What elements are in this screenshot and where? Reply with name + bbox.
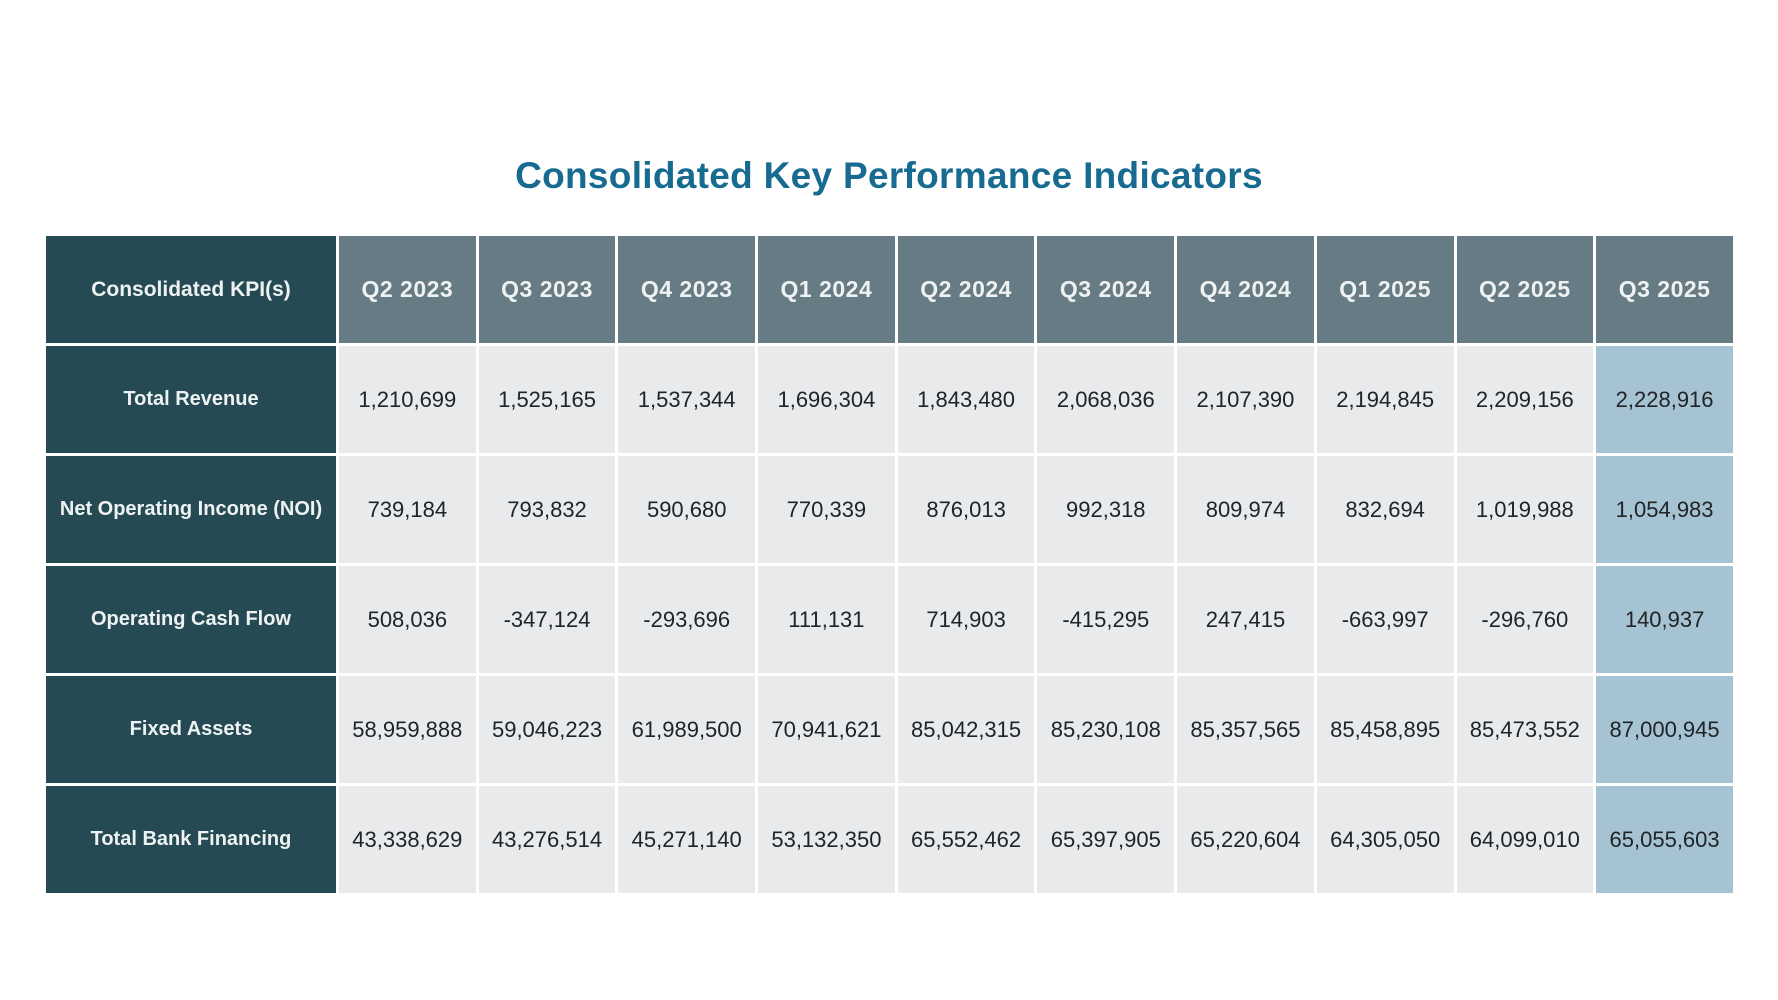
data-cell: -347,124 bbox=[478, 566, 616, 673]
data-cell: 2,228,916 bbox=[1596, 346, 1733, 453]
data-cell: 1,537,344 bbox=[618, 346, 756, 453]
data-cell: 739,184 bbox=[339, 456, 476, 563]
data-cell: 508,036 bbox=[339, 566, 476, 673]
data-cell: 1,843,480 bbox=[897, 346, 1035, 453]
data-cell: 65,397,905 bbox=[1037, 786, 1175, 893]
row-label: Fixed Assets bbox=[46, 676, 336, 783]
data-cell: 65,220,604 bbox=[1177, 786, 1314, 893]
table-row: Fixed Assets 58,959,888 59,046,223 61,989,5… bbox=[46, 676, 1733, 783]
data-cell: 1,696,304 bbox=[758, 346, 895, 453]
table-row: Total Bank Financing 43,338,629 43,276,514… bbox=[46, 786, 1733, 893]
data-cell: 809,974 bbox=[1177, 456, 1314, 563]
data-cell: 85,230,108 bbox=[1037, 676, 1175, 783]
column-header-q4-2023: Q4 2023 bbox=[618, 236, 756, 343]
data-cell: 43,338,629 bbox=[339, 786, 476, 893]
data-cell: 43,276,514 bbox=[478, 786, 616, 893]
data-cell: 87,000,945 bbox=[1596, 676, 1733, 783]
data-cell: 2,209,156 bbox=[1456, 346, 1594, 453]
data-cell: 111,131 bbox=[758, 566, 895, 673]
row-label: Total Revenue bbox=[46, 346, 336, 453]
data-cell: 2,068,036 bbox=[1037, 346, 1175, 453]
data-cell: 1,210,699 bbox=[339, 346, 476, 453]
data-cell: 70,941,621 bbox=[758, 676, 895, 783]
data-cell: 1,019,988 bbox=[1456, 456, 1594, 563]
column-header-q3-2025: Q3 2025 bbox=[1596, 236, 1733, 343]
data-cell: 59,046,223 bbox=[478, 676, 616, 783]
data-cell: 793,832 bbox=[478, 456, 616, 563]
data-cell: 832,694 bbox=[1316, 456, 1454, 563]
column-header-q3-2023: Q3 2023 bbox=[478, 236, 616, 343]
kpi-table: Consolidated KPI(s) Q2 2023 Q3 2023 Q4 2023… bbox=[43, 233, 1736, 896]
data-cell: 65,552,462 bbox=[897, 786, 1035, 893]
column-header-q1-2025: Q1 2025 bbox=[1316, 236, 1454, 343]
data-cell: -296,760 bbox=[1456, 566, 1594, 673]
data-cell: -663,997 bbox=[1316, 566, 1454, 673]
data-cell: 85,458,895 bbox=[1316, 676, 1454, 783]
data-cell: 1,054,983 bbox=[1596, 456, 1733, 563]
row-label: Total Bank Financing bbox=[46, 786, 336, 893]
data-cell: 85,042,315 bbox=[897, 676, 1035, 783]
kpi-table-container: Consolidated KPI(s) Q2 2023 Q3 2023 Q4 2023… bbox=[43, 233, 1736, 896]
data-cell: 58,959,888 bbox=[339, 676, 476, 783]
column-header-q2-2025: Q2 2025 bbox=[1456, 236, 1594, 343]
data-cell: 45,271,140 bbox=[618, 786, 756, 893]
table-row: Total Revenue 1,210,699 1,525,165 1,537,344… bbox=[46, 346, 1733, 453]
data-cell: 140,937 bbox=[1596, 566, 1733, 673]
data-cell: 2,107,390 bbox=[1177, 346, 1314, 453]
data-cell: -415,295 bbox=[1037, 566, 1175, 673]
column-header-q4-2024: Q4 2024 bbox=[1177, 236, 1314, 343]
data-cell: 53,132,350 bbox=[758, 786, 895, 893]
table-row: Operating Cash Flow 508,036 -347,124 -293,6… bbox=[46, 566, 1733, 673]
data-cell: 876,013 bbox=[897, 456, 1035, 563]
data-cell: 64,099,010 bbox=[1456, 786, 1594, 893]
kpi-table-body: Total Revenue 1,210,699 1,525,165 1,537,344… bbox=[46, 346, 1733, 893]
header-row: Consolidated KPI(s) Q2 2023 Q3 2023 Q4 2023… bbox=[46, 236, 1733, 343]
corner-header-cell: Consolidated KPI(s) bbox=[46, 236, 336, 343]
data-cell: 85,473,552 bbox=[1456, 676, 1594, 783]
data-cell: 714,903 bbox=[897, 566, 1035, 673]
column-header-q1-2024: Q1 2024 bbox=[758, 236, 895, 343]
column-header-q2-2024: Q2 2024 bbox=[897, 236, 1035, 343]
data-cell: 64,305,050 bbox=[1316, 786, 1454, 893]
table-row: Net Operating Income (NOI) 739,184 793,832… bbox=[46, 456, 1733, 563]
column-header-q3-2024: Q3 2024 bbox=[1037, 236, 1175, 343]
data-cell: 65,055,603 bbox=[1596, 786, 1733, 893]
data-cell: 590,680 bbox=[618, 456, 756, 563]
data-cell: -293,696 bbox=[618, 566, 756, 673]
row-label: Operating Cash Flow bbox=[46, 566, 336, 673]
data-cell: 992,318 bbox=[1037, 456, 1175, 563]
column-header-q2-2023: Q2 2023 bbox=[339, 236, 476, 343]
kpi-table-header: Consolidated KPI(s) Q2 2023 Q3 2023 Q4 2023… bbox=[46, 236, 1733, 343]
data-cell: 770,339 bbox=[758, 456, 895, 563]
row-label: Net Operating Income (NOI) bbox=[46, 456, 336, 563]
data-cell: 85,357,565 bbox=[1177, 676, 1314, 783]
page-title: Consolidated Key Performance Indicators bbox=[515, 155, 1263, 196]
data-cell: 1,525,165 bbox=[478, 346, 616, 453]
data-cell: 61,989,500 bbox=[618, 676, 756, 783]
data-cell: 2,194,845 bbox=[1316, 346, 1454, 453]
data-cell: 247,415 bbox=[1177, 566, 1314, 673]
